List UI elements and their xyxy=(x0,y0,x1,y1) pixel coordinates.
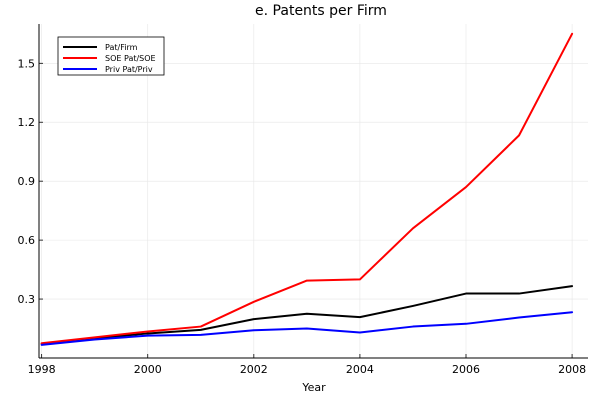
series-layer xyxy=(40,32,574,346)
legend-label-0: Pat/Firm xyxy=(105,43,138,52)
y-tick-label-3: 1.2 xyxy=(18,116,36,129)
y-tick-label-2: 0.9 xyxy=(18,175,36,188)
legend-label-1: SOE Pat/SOE xyxy=(105,54,156,63)
x-axis-label: Year xyxy=(301,381,326,394)
axes-layer xyxy=(38,24,588,359)
x-tick-label-2002: 2002 xyxy=(240,363,268,376)
x-tick-label-2008: 2008 xyxy=(558,363,586,376)
y-tick-label-1: 0.6 xyxy=(18,234,36,247)
legend-box xyxy=(57,36,165,76)
x-tick-label-2000: 2000 xyxy=(134,363,162,376)
legend-label-2: Priv Pat/Priv xyxy=(105,65,153,74)
series-line-1 xyxy=(40,32,574,345)
x-tick-label-2004: 2004 xyxy=(346,363,374,376)
ticks-layer: 1998 2000 2002 2004 2006 2008 0.3 0.6 0.9 1.2 1.5 xyxy=(18,57,587,376)
x-tick-label-2006: 2006 xyxy=(452,363,480,376)
series-line-2 xyxy=(40,311,574,346)
legend: Pat/Firm SOE Pat/SOE Priv Pat/Priv xyxy=(57,36,165,76)
legend-items: Pat/Firm SOE Pat/SOE Priv Pat/Priv xyxy=(63,43,156,74)
y-tick-label-4: 1.5 xyxy=(18,57,36,70)
y-tick-label-0: 0.3 xyxy=(18,293,36,306)
chart-title: e. Patents per Firm xyxy=(255,3,387,19)
x-tick-label-1998: 1998 xyxy=(28,363,56,376)
series-line-0 xyxy=(40,285,574,345)
